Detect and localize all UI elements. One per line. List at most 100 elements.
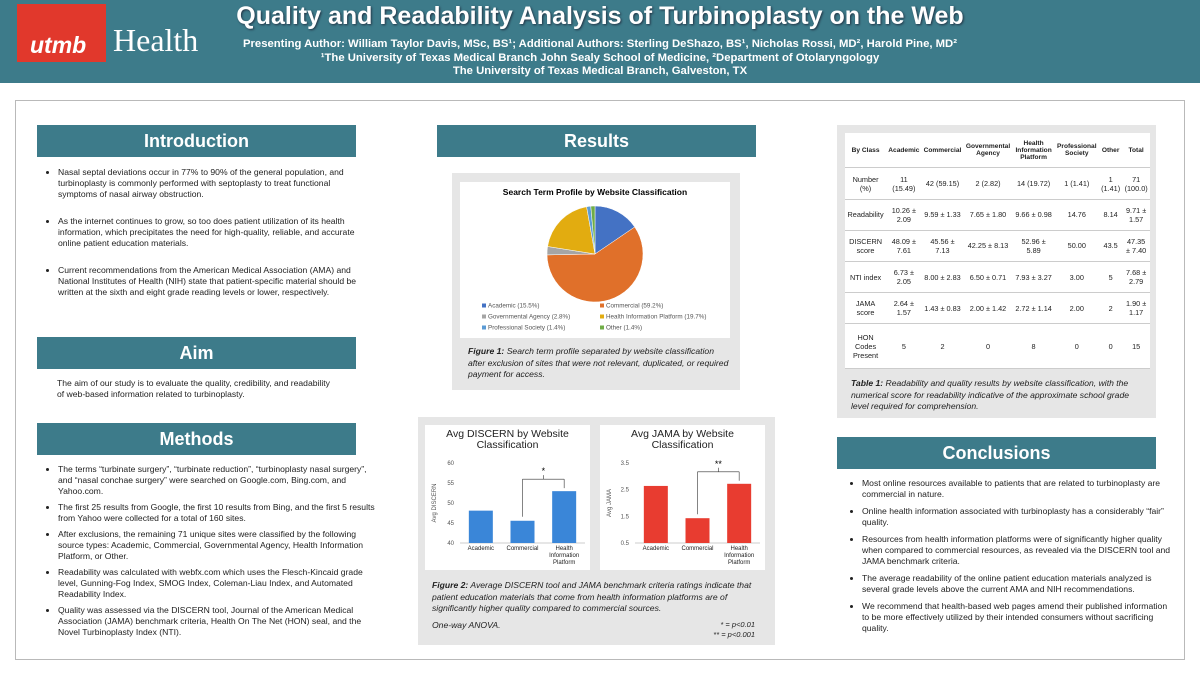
table-row: DISCERN score 48.09 ± 7.61 45.56 ± 7.13 42.… — [845, 230, 1150, 262]
table-cell: 2 — [940, 341, 945, 351]
table-header-cell: Other — [1101, 146, 1120, 154]
table-cell: 2.72 ± 1.14 — [1015, 303, 1052, 313]
table-cell: 6.73 ± 2.05 — [893, 268, 914, 287]
poster-title: Quality and Readability Analysis of Turb… — [236, 2, 964, 30]
table-row: JAMA score 2.64 ± 1.57 1.43 ± 0.83 2.00 ± 1… — [845, 293, 1150, 324]
y-tick-label: 1.5 — [621, 514, 630, 520]
significance-marker: * — [542, 466, 546, 476]
section-heading: Aim — [37, 337, 356, 369]
table-header-cell: Health Information Platform — [1015, 139, 1052, 161]
table-header-row: By Class Academic Commercial Governmental A… — [845, 133, 1150, 168]
x-tick-label: Health Information Platform — [549, 546, 580, 566]
table-cell: 14 (19.72) — [1016, 179, 1051, 188]
logo-text: Health — [113, 22, 199, 58]
bullet: Resources from health information platfo… — [862, 534, 1172, 567]
caption-text: Search term profile separated by website… — [468, 346, 729, 379]
table-cell: 0 — [985, 341, 991, 351]
legend-label: Academic (15.5%) — [488, 303, 539, 310]
legend-label: Professional Society (1.4%) — [488, 325, 565, 332]
poster-frame — [15, 100, 1185, 660]
table-cell: 2.00 ± 1.42 — [969, 303, 1007, 313]
bar — [643, 485, 668, 543]
bar-chart: Avg JAMA by Website Classification 0.5 1.5… — [600, 425, 765, 570]
table-cell: DISCERN score — [849, 236, 882, 255]
legend-swatch — [482, 314, 486, 319]
table-cell: JAMA score — [855, 299, 876, 318]
table-caption: Table 1: Readability and quality results… — [851, 378, 1149, 413]
table-cell: HON Codes Present — [852, 332, 879, 360]
table-cell: 11 (15.49) — [892, 174, 916, 193]
table-cell: 2.00 — [1069, 303, 1084, 313]
table-cell: 1 (1.41) — [1101, 174, 1121, 193]
chart-title: Avg DISCERN by Website Classification — [446, 428, 569, 451]
pie-slice — [594, 205, 636, 255]
table-cell: 8.14 — [1103, 210, 1118, 220]
y-axis-title: Avg DISCERN — [432, 484, 438, 523]
bullet: Most online resources available to patie… — [862, 478, 1172, 500]
y-tick-label: 55 — [447, 481, 454, 487]
table-cell: 45.56 ± 7.13 — [930, 236, 955, 255]
table-cell: 2 — [1108, 303, 1113, 313]
header-bar — [0, 0, 1200, 83]
section-heading: Methods — [37, 423, 356, 455]
table-cell: 8.00 ± 2.83 — [924, 272, 961, 282]
table-cell: 15 — [1132, 341, 1141, 351]
bar — [685, 518, 710, 543]
caption-label: Figure 1: — [468, 346, 505, 356]
bullet: Nasal septal deviations occur in 77% to … — [58, 167, 370, 200]
location: The University of Texas Medical Branch, … — [452, 65, 748, 77]
legend-swatch — [600, 303, 604, 308]
table-cell: 71 (100.0) — [1124, 174, 1148, 193]
table-cell: 5 — [901, 341, 906, 351]
table-header-cell: Governmental Agency — [965, 143, 1011, 158]
table-cell: 1.90 ± 1.17 — [1126, 299, 1147, 318]
table-cell: 9.71 ± 1.57 — [1126, 205, 1147, 224]
section-heading: Introduction — [37, 125, 356, 157]
bar — [727, 483, 752, 543]
table-cell: 5 — [1108, 272, 1113, 282]
legend-label: Health Information Platform (19.7%) — [606, 314, 706, 321]
legend-label: Governmental Agency (2.8%) — [488, 314, 570, 321]
table-cell: 2.64 ± 1.57 — [893, 299, 914, 318]
bullet: Readability was calculated with webfx.co… — [58, 567, 376, 600]
table-cell: 50.00 — [1067, 241, 1086, 251]
table-cell: 1 (1.41) — [1064, 179, 1090, 188]
legend-label: Commercial (59.2%) — [606, 303, 663, 310]
aim-text: The aim of our study is to evaluate the … — [57, 378, 330, 399]
caption-text: Average DISCERN tool and JAMA benchmark … — [432, 580, 752, 613]
y-tick-label: 3.5 — [621, 461, 630, 467]
significance-key: * = p<0.01 ** = p<0.001 — [660, 620, 755, 640]
x-tick-label: Health Information Platform — [724, 546, 755, 566]
section-heading: Results — [437, 125, 756, 157]
bullet: The terms “turbinate surgery”, “turbinat… — [58, 464, 376, 497]
table-row: HON Codes Present 5 2 0 8 0 0 15 — [845, 324, 1150, 369]
table-row: NTI index 6.73 ± 2.05 8.00 ± 2.83 6.50 ± 0.… — [845, 261, 1150, 293]
legend-swatch — [600, 325, 604, 330]
chart-title: Search Term Profile by Website Classific… — [503, 187, 687, 197]
table-cell: 6.50 ± 0.71 — [969, 272, 1007, 282]
table-cell: 47.35 ± 7.40 — [1126, 236, 1147, 255]
table-cell: 3.00 — [1069, 272, 1084, 282]
bullet: After exclusions, the remaining 71 uniqu… — [58, 529, 376, 562]
table-row: Number (%) 11 (15.49) 42 (59.15) 2 (2.82) 14… — [845, 168, 1150, 200]
y-tick-label: 2.5 — [621, 488, 630, 494]
legend-swatch — [482, 325, 486, 330]
caption-label: Figure 2: — [432, 580, 469, 590]
bullet-list: Most online resources available to patie… — [844, 478, 1172, 640]
bar — [552, 491, 577, 543]
table-cell: Number (%) — [852, 174, 879, 193]
bullet: As the internet continues to grow, so to… — [58, 216, 370, 249]
table-cell: 0 — [1108, 341, 1113, 351]
table-cell: 42 (59.15) — [925, 179, 960, 188]
pie-slice — [590, 205, 596, 255]
table-cell: 7.93 ± 3.27 — [1015, 272, 1052, 282]
table-cell: 42.25 ± 8.13 — [967, 241, 1009, 251]
y-tick-label: 50 — [447, 501, 454, 507]
plot: 40 45 50 55 60 Avg DISCERN * — [432, 461, 585, 547]
table-cell: 52.96 ± 5.89 — [1021, 236, 1046, 255]
table-cell: 48.09 ± 7.61 — [891, 236, 916, 255]
y-tick-label: 0.5 — [621, 541, 630, 547]
bullet: Online health information associated wit… — [862, 506, 1172, 528]
y-tick-label: 45 — [447, 521, 454, 527]
